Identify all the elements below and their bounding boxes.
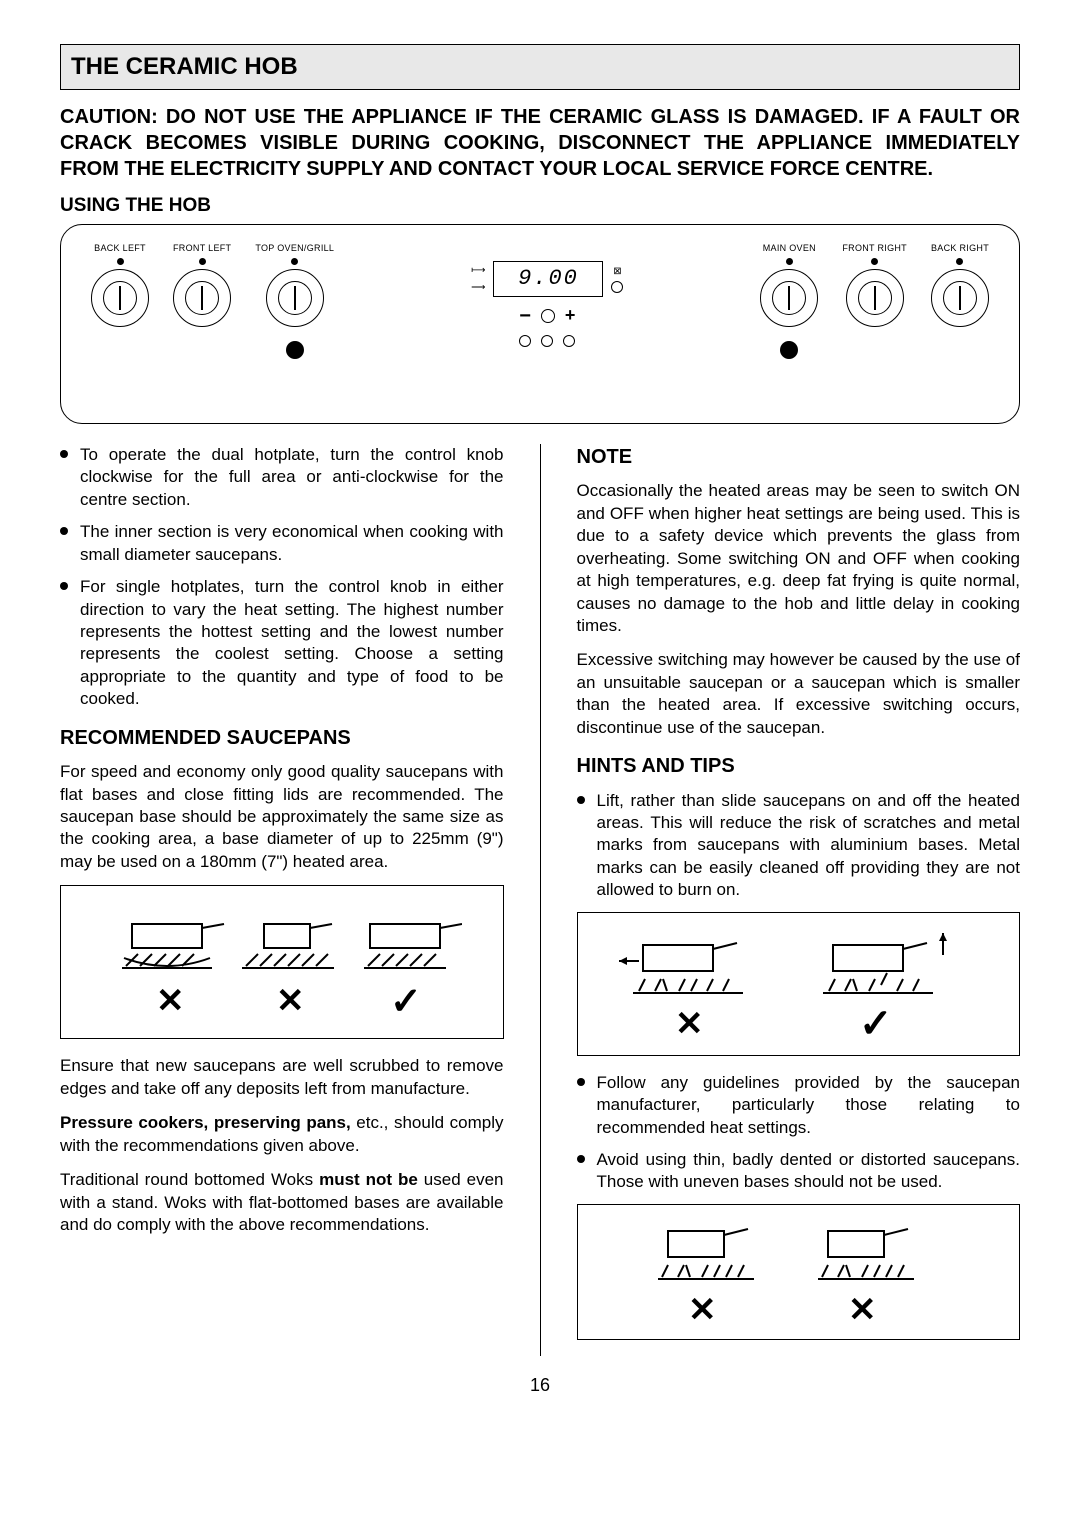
svg-text:✕: ✕ (156, 982, 185, 1020)
note-heading: NOTE (577, 444, 1021, 470)
right-column: NOTE Occasionally the heated areas may b… (577, 444, 1021, 1356)
note-para-2: Excessive switching may however be cause… (577, 649, 1021, 739)
bullet-item: Follow any guidelines provided by the sa… (597, 1072, 1021, 1139)
wok-para: Traditional round bottomed Woks must not… (60, 1169, 504, 1236)
recommended-saucepans-heading: RECOMMENDED SAUCEPANS (60, 725, 504, 751)
knob-top-oven (266, 269, 324, 327)
close-icon: ⊠ (613, 265, 621, 278)
circle-icon (541, 335, 553, 347)
ensure-para: Ensure that new saucepans are well scrub… (60, 1055, 504, 1100)
bullet-item: Avoid using thin, badly dented or distor… (597, 1149, 1021, 1194)
indicator-dot-left (286, 341, 304, 359)
knob-front-left (173, 269, 231, 327)
bullet-item: The inner section is very economical whe… (80, 521, 504, 566)
saucepans-para: For speed and economy only good quality … (60, 761, 504, 873)
saucepan-diagram-1: ✕ ✕ ✓ (60, 885, 504, 1039)
arrow-icon: ⟶ (471, 281, 485, 294)
knob-label-front-right: FRONT RIGHT (842, 243, 907, 255)
svg-text:✓: ✓ (390, 981, 422, 1023)
knob-label-main-oven: MAIN OVEN (763, 243, 816, 255)
page-number: 16 (60, 1374, 1020, 1398)
plus-icon: + (565, 304, 576, 328)
circle-icon (541, 309, 555, 323)
bullet-item: Lift, rather than slide saucepans on and… (597, 790, 1021, 902)
bullet-item: For single hotplates, turn the control k… (80, 576, 504, 711)
indicator-dot-right (780, 341, 798, 359)
svg-text:✕: ✕ (276, 982, 305, 1020)
clock-icon (611, 281, 623, 293)
knob-main-oven (760, 269, 818, 327)
knob-back-left (91, 269, 149, 327)
knob-label-front-left: FRONT LEFT (173, 243, 231, 255)
caution-text: CAUTION: DO NOT USE THE APPLIANCE IF THE… (60, 104, 1020, 183)
knob-label-back-left: BACK LEFT (94, 243, 146, 255)
svg-text:✕: ✕ (688, 1291, 717, 1329)
circle-icon (563, 335, 575, 347)
control-panel-diagram: BACK LEFT FRONT LEFT TOP OVEN/GRILL (60, 224, 1020, 424)
saucepan-diagram-3: ✕ ✕ (577, 1204, 1021, 1340)
column-divider (540, 444, 541, 1356)
pressure-para: Pressure cookers, preserving pans, etc.,… (60, 1112, 504, 1157)
knob-label-back-right: BACK RIGHT (931, 243, 989, 255)
svg-text:✕: ✕ (675, 1005, 704, 1039)
knob-front-right (846, 269, 904, 327)
knob-label-top-oven: TOP OVEN/GRILL (255, 243, 334, 255)
minus-icon: − (519, 303, 531, 329)
bullet-item: To operate the dual hotplate, turn the c… (80, 444, 504, 511)
note-para-1: Occasionally the heated areas may be see… (577, 480, 1021, 637)
clock-display: 9.00 (493, 261, 603, 297)
svg-text:✓: ✓ (859, 1002, 893, 1039)
svg-text:✕: ✕ (848, 1291, 877, 1329)
arrow-icon: ⟼ (471, 264, 485, 277)
saucepan-diagram-2: ✕ ✓ (577, 912, 1021, 1056)
left-column: To operate the dual hotplate, turn the c… (60, 444, 504, 1356)
using-hob-heading: USING THE HOB (60, 193, 1020, 218)
section-header: THE CERAMIC HOB (60, 44, 1020, 90)
circle-icon (519, 335, 531, 347)
knob-back-right (931, 269, 989, 327)
hints-heading: HINTS AND TIPS (577, 753, 1021, 779)
